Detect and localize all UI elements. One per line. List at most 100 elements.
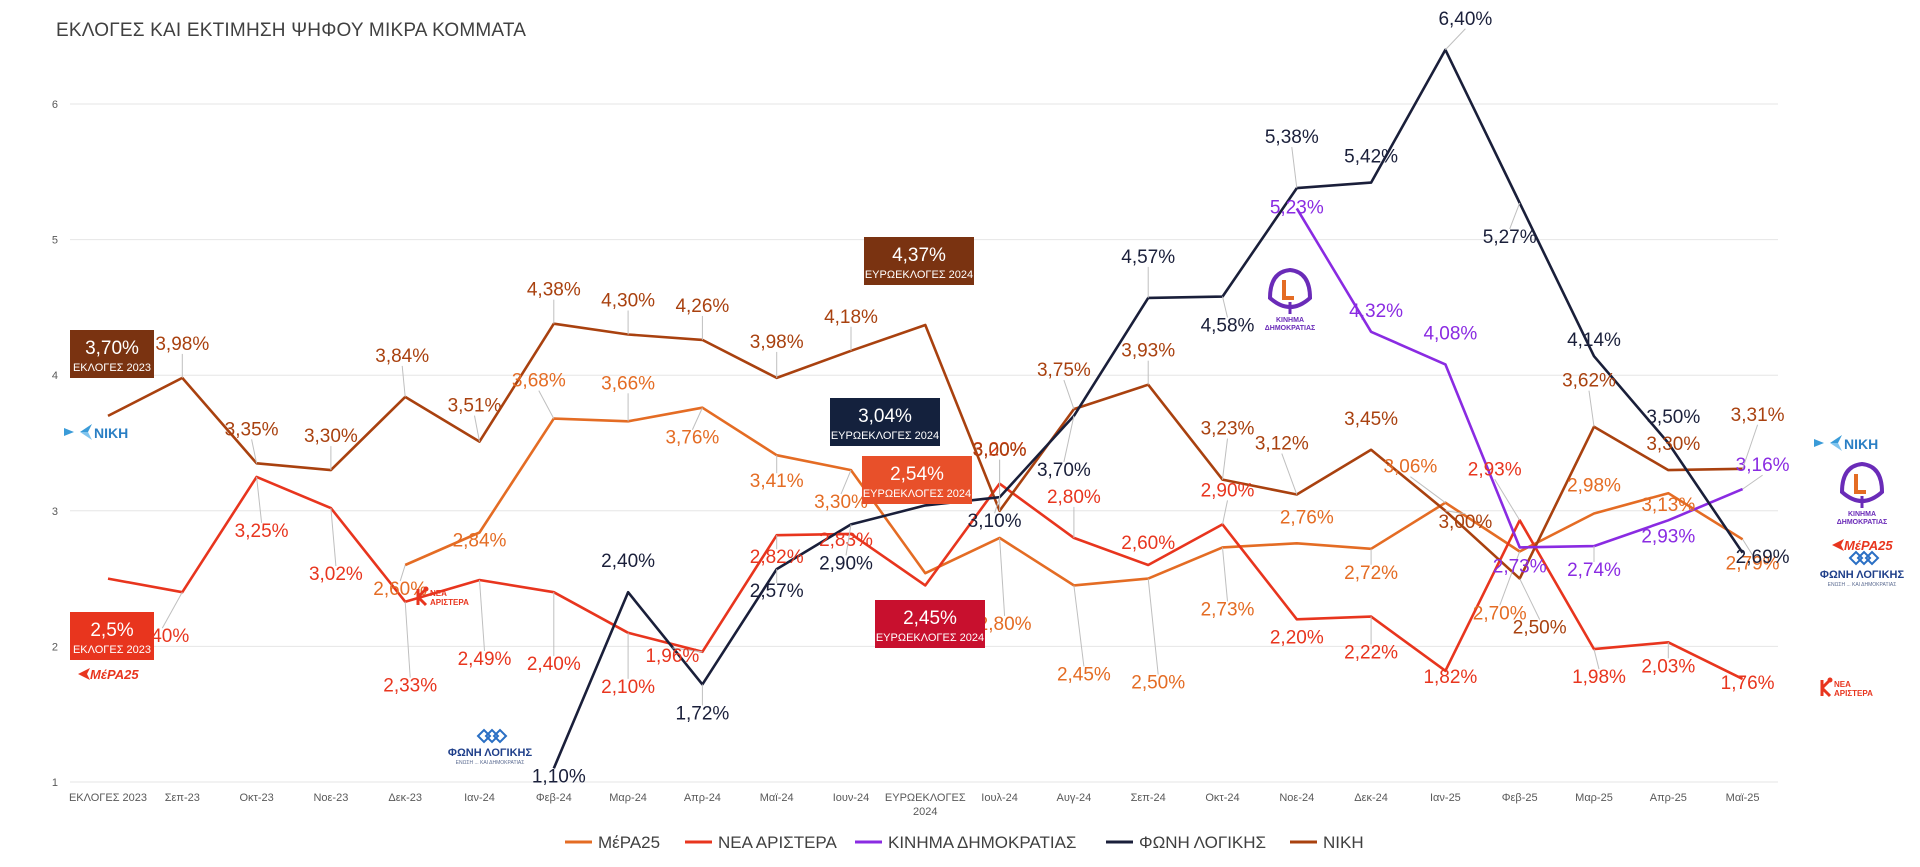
data-label: 5,27% [1483, 227, 1537, 248]
data-label: 5,42% [1344, 147, 1398, 168]
gridlines: 1 2 3 4 5 6 [52, 99, 1778, 789]
legend-label: ΚΙΝΗΜΑ ΔΗΜΟΚΡΑΤΙΑΣ [888, 833, 1076, 852]
x-tick-label: Μαρ-24 [609, 792, 647, 804]
x-tick-label: Δεκ-23 [388, 792, 422, 804]
data-label: 2,57% [750, 581, 804, 602]
x-axis: ΕΚΛΟΓΕΣ 2023 Σεπ-23 Οκτ-23 Νοε-23 Δεκ-23 Ιαν-… [69, 792, 1760, 818]
data-label: 3,25% [235, 521, 289, 542]
kinima-emblem [1854, 474, 1866, 494]
leader-line [1291, 147, 1298, 189]
x-tick-label: Σεπ-24 [1131, 792, 1166, 804]
callout-value: 2,54% [890, 464, 944, 485]
leader-line [1499, 551, 1521, 606]
callout-box: 2,45% ΕΥΡΩΕΚΛΟΓΕΣ 2024 [875, 600, 985, 648]
legend-label: ΦΩΝΗ ΛΟΓΙΚΗΣ [1139, 833, 1266, 852]
leader-line [1073, 585, 1085, 667]
x-tick-label: Ιαν-25 [1430, 792, 1461, 804]
data-label: 2,60% [1121, 533, 1175, 554]
callout-value: 4,37% [892, 245, 946, 266]
data-label: 2,83% [819, 530, 873, 551]
data-label: 3,30% [1646, 434, 1700, 455]
callout-sub: ΕΥΡΩΕΚΛΟΓΕΣ 2024 [863, 488, 971, 500]
data-label: 1,82% [1423, 667, 1477, 688]
x-tick-label: Μαϊ-25 [1726, 792, 1760, 804]
x-tick-label: Φεβ-24 [536, 792, 572, 804]
leader-line [994, 497, 1001, 514]
data-label: 2,03% [1641, 656, 1695, 677]
legend: ΜέΡΑ25 ΝΕΑ ΑΡΙΣΤΕΡΑ ΚΙΝΗΜΑ ΔΗΜΟΚΡΑΤΙΑΣ ΦΩΝΗ… [565, 833, 1364, 852]
kinima-emblem [1267, 267, 1313, 309]
data-label: 4,08% [1423, 323, 1477, 344]
data-label: 1,98% [1572, 667, 1626, 688]
niki-emblem [80, 424, 92, 432]
leader-line [1593, 648, 1600, 670]
nea-aristera-emblem [423, 586, 429, 592]
data-label: 2,40% [601, 551, 655, 572]
x-tick-label: Νοε-24 [1279, 792, 1314, 804]
y-tick-label: 6 [52, 99, 58, 111]
leader-line [1445, 510, 1466, 515]
x-tick-label: Μαρ-25 [1575, 792, 1613, 804]
legend-label: ΝΙΚΗ [1323, 833, 1364, 852]
leader-line [1063, 379, 1075, 410]
mera25-logo-right: ΜέΡΑ25 [1832, 538, 1893, 553]
niki-emblem [1830, 443, 1842, 451]
foni-logikis-emblem [476, 728, 492, 744]
leader-line [404, 601, 411, 678]
mera25-emblem [78, 668, 90, 680]
x-tick-label: Οκτ-24 [1205, 792, 1239, 804]
leader-line [1063, 415, 1075, 462]
niki-logo-text: ΝΙΚΗ [94, 425, 128, 441]
data-label: 3,84% [375, 346, 429, 367]
nea-aristera-logo-text: ΑΡΙΣΤΕΡΑ [430, 598, 469, 607]
callout-sub: ΕΚΛΟΓΕΣ 2023 [73, 644, 151, 656]
leader-line [1222, 500, 1228, 525]
data-label: 2,20% [1270, 627, 1324, 648]
data-label: 3,93% [1121, 341, 1175, 362]
y-tick-label: 1 [52, 777, 58, 789]
nea-aristera-emblem [1827, 677, 1833, 683]
mera25-logo-text: ΜέΡΑ25 [90, 667, 139, 682]
x-tick-label: Ιαν-24 [464, 792, 495, 804]
data-label: 5,23% [1270, 197, 1324, 218]
data-label: 3,50% [1646, 407, 1700, 428]
leader-line [1588, 390, 1595, 427]
leader-line [1410, 476, 1446, 504]
niki-emblem [64, 428, 74, 436]
series-line-3 [552, 48, 1744, 769]
leader-line [691, 407, 703, 430]
leader-line [1742, 424, 1759, 469]
data-label: 2,22% [1344, 643, 1398, 664]
foni-logikis-logo-subtext: ΕΝΩΣΗ ... ΚΑΙ ΔΗΜΟΚΡΑΤΙΑΣ [1828, 582, 1897, 588]
leader-line [330, 508, 337, 567]
leader-line [1742, 539, 1754, 556]
chart-title: ΕΚΛΟΓΕΣ ΚΑΙ ΕΚΤΙΜΗΣΗ ΨΗΦΟΥ ΜΙΚΡΑ ΚΟΜΜΑΤΑ [56, 20, 527, 41]
leader-line [1509, 202, 1521, 230]
data-label: 4,38% [527, 280, 581, 301]
data-label: 2,80% [978, 614, 1032, 635]
leader-line [401, 365, 406, 397]
data-label: 4,58% [1201, 316, 1255, 337]
data-labels-series-2: 5,23% 4,32% 4,08% 2,73% 2,74% 2,93% 3,16% [1270, 197, 1790, 581]
data-labels-series-3: 1,10% 2,40% 1,72% 2,57% 2,90% 3,10% 3,70% 4,57%… [532, 9, 1790, 788]
leader-line [840, 469, 852, 495]
data-label: 2,90% [819, 553, 873, 574]
leader-line [538, 390, 555, 419]
y-tick-label: 3 [52, 506, 58, 518]
x-tick-label: Σεπ-23 [165, 792, 200, 804]
legend-label: ΝΕΑ ΑΡΙΣΤΕΡΑ [718, 833, 838, 852]
mera25-logo-left: ΜέΡΑ25 [78, 667, 139, 682]
leader-line [1742, 474, 1763, 490]
leader-line [999, 537, 1006, 616]
data-label: 2,49% [458, 649, 512, 670]
data-label: 3,00% [973, 440, 1027, 461]
data-labels-series-1: 2,40% 3,25% 3,02% 2,33% 2,49% 2,40% 2,10% 1,96%… [135, 440, 1774, 698]
callout-value: 2,5% [90, 620, 133, 641]
series-line-4 [107, 322, 1743, 580]
mera25-logo-text: ΜέΡΑ25 [1844, 538, 1893, 553]
x-tick-label: Απρ-25 [1650, 792, 1687, 804]
data-label: 6,40% [1438, 9, 1492, 30]
foni-logikis-emblem [1864, 550, 1880, 566]
